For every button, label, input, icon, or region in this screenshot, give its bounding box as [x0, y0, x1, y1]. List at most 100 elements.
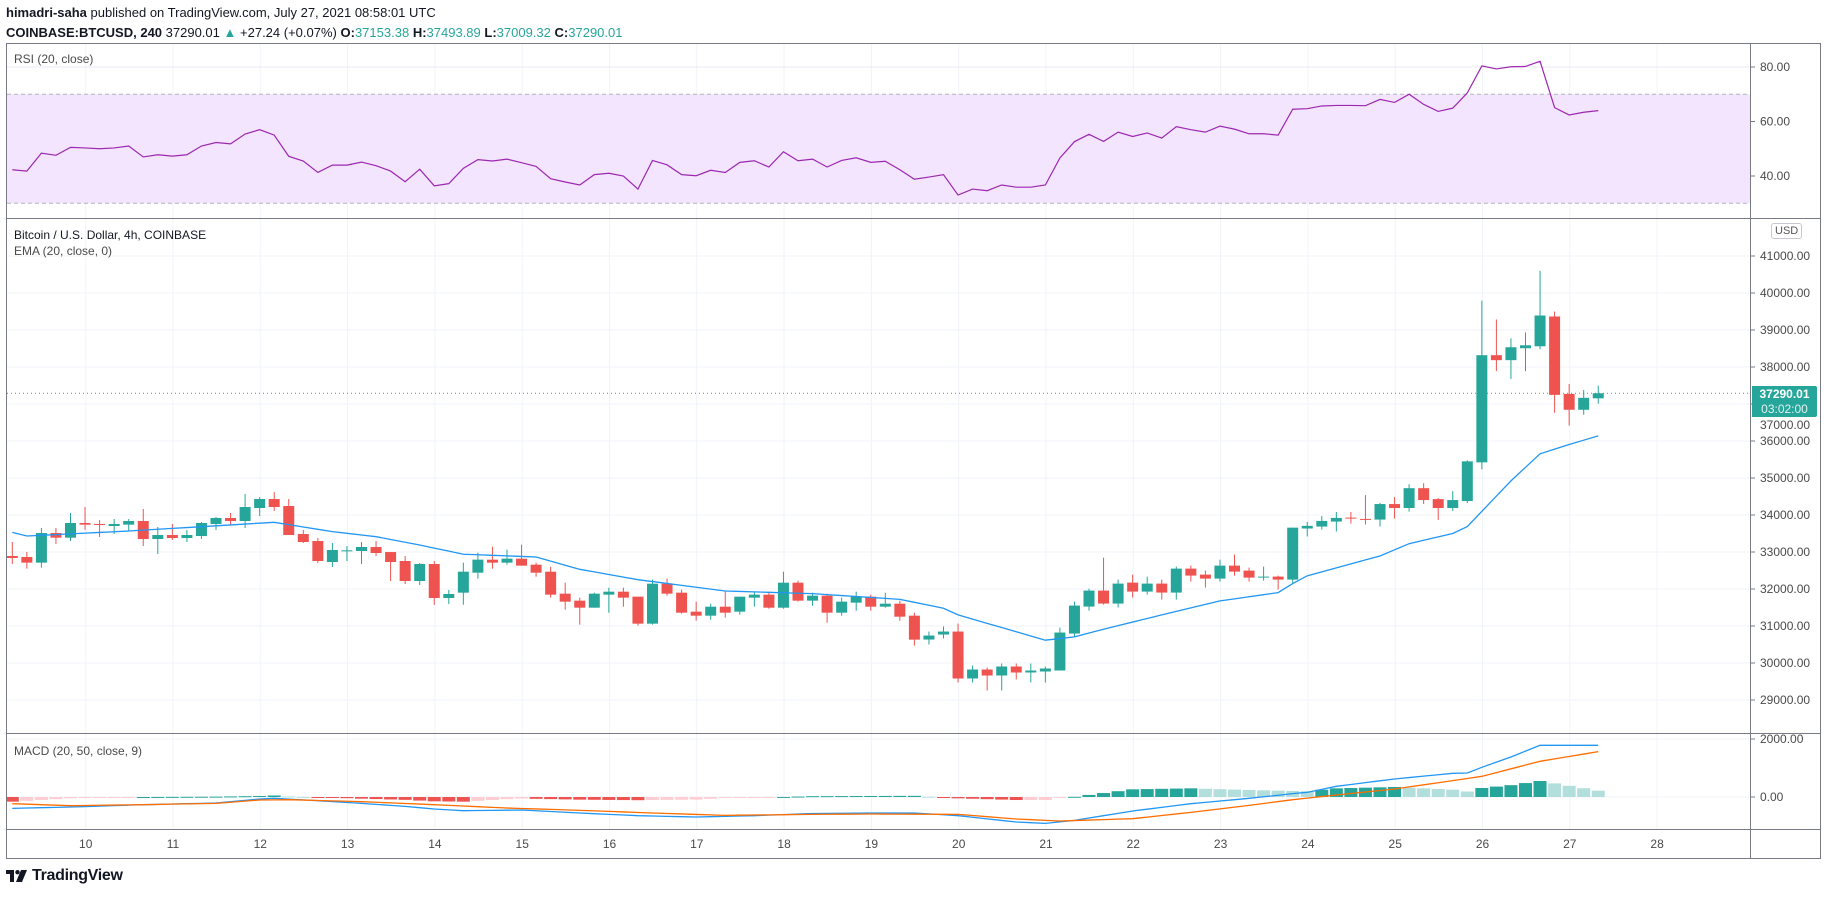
candle-body: [647, 583, 658, 624]
candle: [297, 529, 309, 544]
candle: [1127, 574, 1139, 598]
macd-histogram-bar: [369, 797, 383, 800]
time-axis-label: 24: [1301, 837, 1315, 851]
macd-histogram-bar: [1417, 788, 1431, 797]
candle-body: [545, 571, 557, 595]
candle-body: [501, 558, 513, 563]
currency-badge[interactable]: USD: [1771, 223, 1803, 239]
candle-body: [399, 560, 411, 582]
candle: [7, 542, 18, 564]
macd-axis-label: 0.00: [1760, 790, 1784, 804]
candle-body: [254, 499, 266, 509]
candle-body: [1330, 517, 1342, 522]
candle-body: [370, 547, 382, 553]
price-axis-label: 31000.00: [1760, 619, 1810, 633]
candle-body: [239, 507, 251, 521]
macd-histogram-bar: [762, 797, 776, 798]
time-axis-label: 14: [428, 837, 442, 851]
candle-body: [1490, 355, 1502, 361]
candle: [632, 596, 644, 626]
candle: [792, 580, 804, 602]
candle-body: [1447, 500, 1459, 509]
candle: [1418, 483, 1430, 505]
macd-histogram-bar: [311, 797, 325, 798]
price-pane[interactable]: [7, 270, 1750, 691]
rsi-pane[interactable]: [7, 60, 1750, 204]
candle-body: [1054, 632, 1066, 671]
time-axis-label: 27: [1563, 837, 1577, 851]
candle-body: [428, 563, 440, 598]
bar-countdown: 03:02:00: [1761, 402, 1808, 416]
macd-histogram-bar: [34, 797, 48, 801]
candle: [734, 596, 746, 615]
macd-histogram-bar: [1402, 787, 1416, 797]
ema-indicator-label[interactable]: EMA (20, close, 0): [14, 244, 113, 258]
macd-histogram-bar: [646, 797, 659, 801]
candle: [1054, 627, 1066, 671]
macd-histogram-bar: [791, 796, 805, 798]
tradingview-logo[interactable]: TradingView: [6, 867, 123, 885]
macd-histogram-bar: [1329, 788, 1343, 797]
macd-histogram-bar: [151, 796, 165, 798]
candle-body: [821, 595, 833, 613]
macd-histogram-bar: [776, 796, 790, 798]
macd-histogram-bar: [340, 797, 354, 799]
candle: [1549, 311, 1561, 413]
macd-histogram-bar: [1024, 797, 1038, 801]
candle-body: [574, 600, 586, 608]
candle-body: [1098, 590, 1110, 604]
candle-body: [1389, 504, 1401, 509]
candle-body: [559, 593, 571, 602]
candle-body: [1549, 316, 1561, 395]
macd-histogram-bar: [864, 795, 878, 797]
candle: [850, 591, 862, 611]
candle: [647, 579, 658, 625]
macd-histogram-bar: [515, 797, 529, 799]
candle: [1505, 338, 1517, 379]
candle-body: [676, 592, 688, 613]
candle: [326, 543, 338, 567]
candle: [1345, 511, 1357, 524]
candle-body: [865, 596, 877, 607]
macd-histogram-bar: [180, 796, 194, 798]
candle: [603, 587, 615, 613]
candle: [1592, 385, 1604, 404]
time-axis-label: 17: [690, 837, 704, 851]
candle: [588, 592, 600, 608]
rsi-indicator-label[interactable]: RSI (20, close): [14, 52, 94, 66]
candle: [1316, 515, 1328, 530]
time-axis-label: 23: [1214, 837, 1228, 851]
macd-pane[interactable]: [6, 744, 1605, 825]
candle: [1476, 300, 1488, 470]
signal-line: [12, 751, 1599, 822]
author-name[interactable]: himadri-saha: [6, 5, 87, 20]
macd-histogram-bar: [325, 797, 339, 798]
candle-body: [661, 583, 673, 594]
macd-histogram-bar: [267, 795, 281, 797]
macd-histogram-bar: [413, 797, 427, 801]
macd-histogram-bar: [704, 797, 718, 799]
time-axis-label: 19: [865, 837, 879, 851]
time-axis-label: 11: [167, 837, 180, 851]
rsi-axis-label: 80.00: [1760, 60, 1790, 74]
macd-histogram-bar: [355, 797, 368, 799]
macd-indicator-label[interactable]: MACD (20, 50, close, 9): [14, 744, 143, 758]
main-series-title[interactable]: Bitcoin / U.S. Dollar, 4h, COINBASE: [14, 228, 207, 242]
candle: [1272, 575, 1284, 590]
candle: [690, 601, 702, 621]
macd-histogram-bar: [937, 797, 950, 798]
macd-histogram-bar: [442, 797, 456, 802]
rsi-band-fill: [7, 94, 1750, 204]
macd-histogram-bar: [136, 797, 150, 798]
macd-histogram-bar: [1009, 797, 1023, 801]
macd-histogram-bar: [1198, 788, 1212, 797]
price-axis-label: 40000.00: [1760, 286, 1810, 300]
price-axis-label: 41000.00: [1760, 249, 1810, 263]
candle: [1432, 498, 1444, 520]
candle-body: [1229, 565, 1240, 572]
candle-body: [94, 523, 106, 525]
candle-body: [1534, 315, 1546, 347]
candle: [996, 663, 1008, 691]
price-axis-label: 32000.00: [1760, 582, 1810, 596]
